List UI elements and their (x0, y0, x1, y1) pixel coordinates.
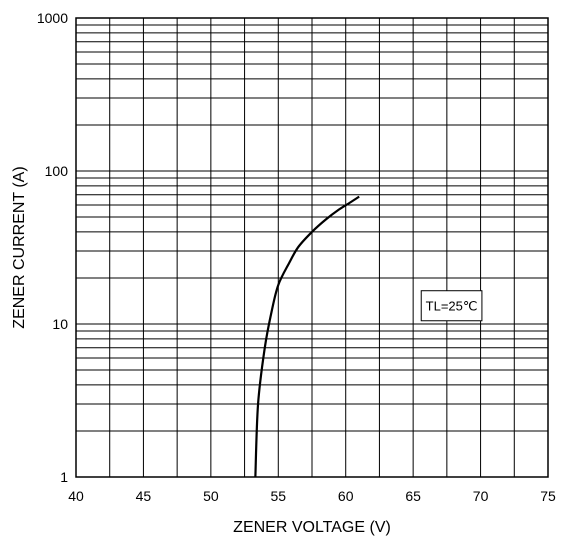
y-tick-label: 100 (45, 163, 69, 179)
x-tick-label: 45 (136, 488, 152, 504)
x-tick-label: 40 (68, 488, 84, 504)
x-tick-label: 60 (338, 488, 354, 504)
plot-border (75, 17, 549, 478)
series-group (254, 195, 360, 478)
y-tick-label: 10 (52, 316, 68, 332)
x-tick-labels: 40 45 50 55 60 65 70 75 (68, 488, 556, 504)
y-axis-title: ZENER CURRENT (A) (11, 166, 28, 328)
x-tick-label: 75 (540, 488, 556, 504)
x-tick-label: 55 (270, 488, 286, 504)
annotation-label: TL=25℃ (426, 299, 478, 314)
plot-frame (75, 17, 549, 478)
x-tick-label: 70 (473, 488, 489, 504)
x-tick-label: 50 (203, 488, 219, 504)
grid (75, 18, 549, 478)
x-axis-title: ZENER VOLTAGE (V) (233, 519, 391, 536)
y-tick-label: 1 (60, 469, 68, 485)
annotation-frame (420, 290, 483, 322)
annotation-box: TL=25℃ (420, 290, 483, 322)
series-line-zener-curve (254, 195, 360, 478)
x-tick-label: 65 (405, 488, 421, 504)
y-tick-labels: 1 10 100 1000 (37, 10, 68, 485)
y-tick-label: 1000 (37, 10, 68, 26)
